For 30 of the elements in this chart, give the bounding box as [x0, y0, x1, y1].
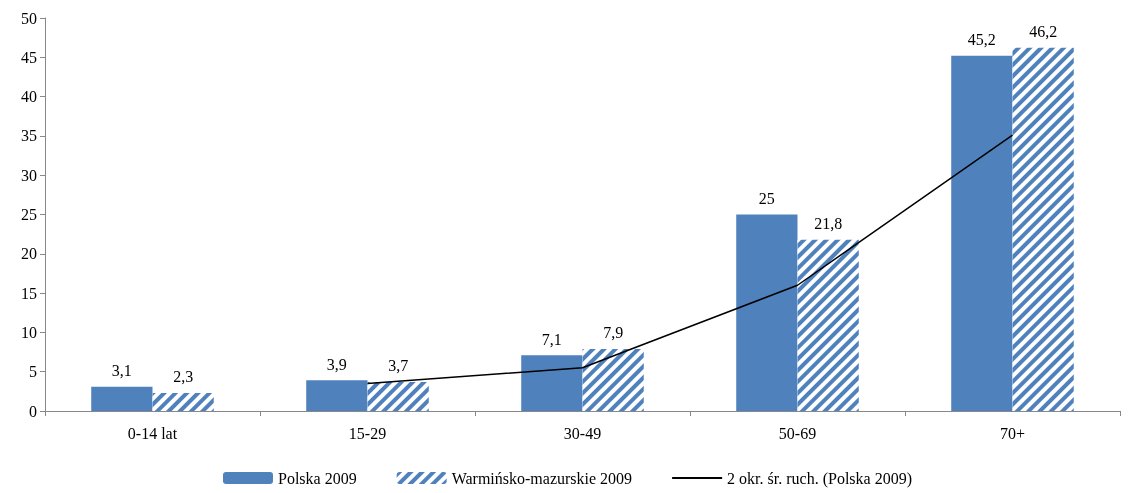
y-tick-label: 5 — [29, 363, 37, 381]
x-tick-label: 70+ — [999, 424, 1026, 442]
x-tick-label: 15-29 — [348, 424, 387, 442]
data-label: 3,7 — [388, 357, 409, 375]
data-label: 7,1 — [541, 330, 562, 348]
line-series — [366, 134, 1014, 385]
data-label: 3,9 — [326, 355, 347, 373]
y-tick-label: 50 — [21, 9, 37, 27]
y-tick-label: 30 — [21, 166, 37, 184]
data-label: 2,3 — [173, 368, 194, 386]
data-label: 7,9 — [603, 324, 624, 342]
x-tick-label: 50-69 — [778, 424, 817, 442]
y-tick-label: 40 — [21, 88, 37, 106]
legend-label: 2 okr. śr. ruch. (Polska 2009) — [727, 469, 912, 488]
y-tick-label: 20 — [21, 245, 37, 263]
data-label: 46,2 — [1029, 23, 1058, 41]
x-tick-label: 0-14 lat — [127, 424, 178, 442]
data-label: 25 — [758, 190, 775, 207]
y-tick-label: 0 — [29, 402, 37, 420]
legend-label: Warmińsko-mazurskie 2009 — [451, 469, 633, 487]
x-tick-label: 30-49 — [563, 424, 602, 442]
y-tick-label: 25 — [21, 206, 37, 223]
data-label: 21,8 — [814, 215, 843, 233]
y-tick-label: 45 — [21, 48, 37, 66]
y-tick-label: 10 — [21, 323, 37, 341]
data-label: 3,1 — [111, 362, 132, 380]
y-tick-label: 15 — [21, 284, 37, 302]
legend-label: Polska 2009 — [278, 469, 357, 487]
data-label: 45,2 — [967, 31, 996, 49]
y-tick-label: 35 — [21, 127, 37, 145]
